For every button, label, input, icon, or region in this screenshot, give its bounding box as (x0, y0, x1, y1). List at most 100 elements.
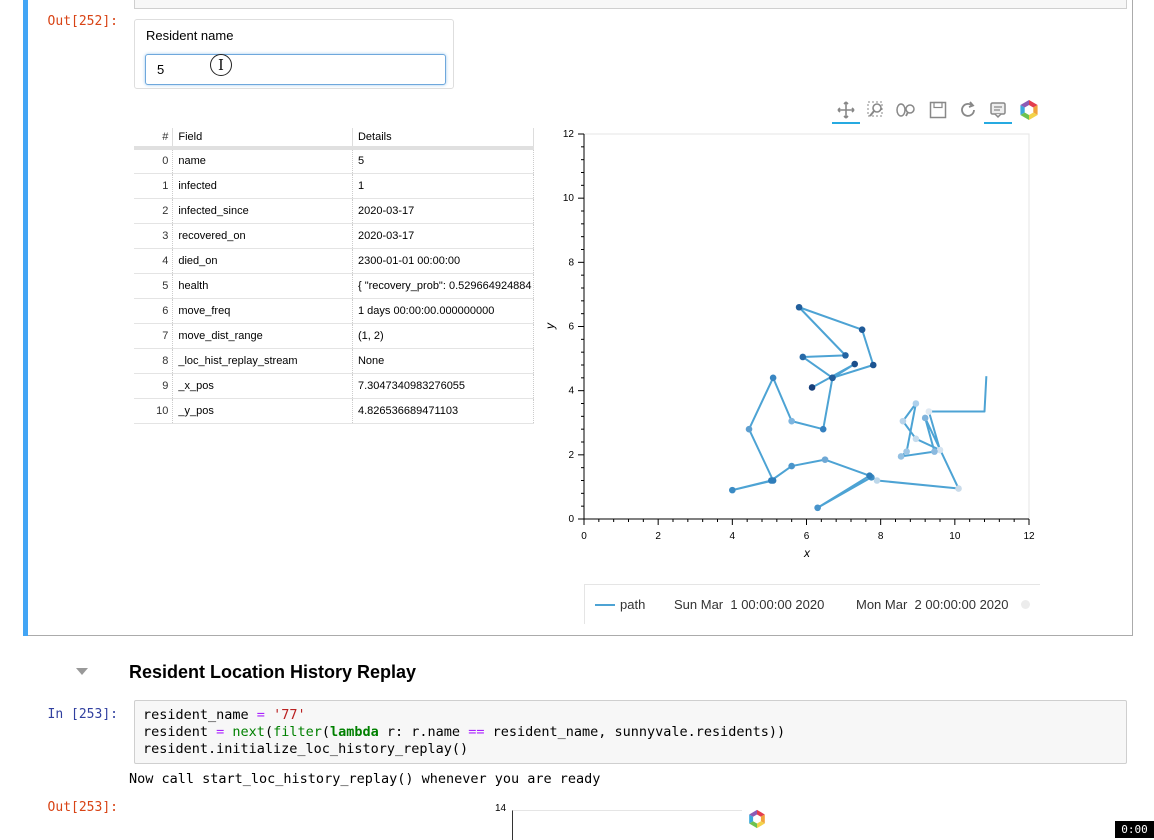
row-details: 7.3047340983276055 (352, 373, 535, 399)
path-point[interactable] (869, 361, 877, 369)
legend-item-path[interactable]: path (620, 597, 646, 612)
legend-item-time-2[interactable]: Mon Mar 2 00:00:00 2020 (856, 597, 1009, 612)
row-index: 1 (134, 173, 174, 199)
column-header-details[interactable]: Details (352, 128, 535, 150)
path-point[interactable] (851, 360, 859, 368)
code-token: next (224, 724, 265, 740)
code-token: ( (264, 724, 274, 740)
row-details: (1, 2) (352, 323, 535, 349)
path-point[interactable] (819, 425, 827, 433)
row-field: move_dist_range (172, 323, 353, 349)
plot-frame (583, 133, 1030, 520)
reset-tool-button[interactable] (954, 96, 982, 124)
resident-name-input[interactable] (145, 54, 446, 85)
save-tool-button[interactable] (924, 96, 952, 124)
row-index: 2 (134, 198, 174, 224)
legend-line-swatch (595, 604, 615, 606)
path-point[interactable] (788, 462, 795, 470)
resident-name-widget: Resident name (134, 19, 454, 89)
path-point[interactable] (912, 400, 920, 407)
x-tick-label: 10 (949, 531, 961, 542)
plot-toolbar (830, 96, 1045, 124)
path-point[interactable] (899, 417, 907, 425)
path-point[interactable] (799, 353, 807, 361)
code-token: resident (143, 724, 217, 740)
path-point[interactable] (821, 456, 829, 463)
collapse-caret-icon[interactable] (76, 668, 88, 675)
row-details: 2020-03-17 (352, 223, 535, 249)
box-zoom-tool-button[interactable] (862, 96, 890, 124)
table-row[interactable]: 6 move_freq 1 days 00:00:00.000000000 (134, 298, 535, 324)
bokeh-logo-icon[interactable] (747, 809, 767, 829)
table-row[interactable]: 2 infected_since 2020-03-17 (134, 198, 535, 224)
table-row[interactable]: 4 died_on 2300-01-01 00:00:00 (134, 248, 535, 274)
out-prompt-252: Out[252]: (47, 14, 118, 29)
code-token: lambda (330, 724, 379, 740)
reset-icon (961, 101, 975, 117)
table-row[interactable]: 8 _loc_hist_replay_stream None (134, 348, 535, 374)
row-field: died_on (172, 248, 353, 274)
box-zoom-icon (867, 101, 883, 117)
y-tick-label: 10 (563, 193, 575, 204)
x-tick-label: 8 (878, 531, 884, 542)
path-point[interactable] (912, 435, 920, 443)
path-point[interactable] (795, 303, 803, 311)
path-point[interactable] (814, 504, 821, 512)
path-point[interactable] (829, 374, 836, 382)
path-point[interactable] (921, 414, 929, 422)
column-header-index[interactable]: # (134, 128, 174, 150)
row-index: 7 (134, 323, 174, 349)
table-row[interactable]: 3 recovered_on 2020-03-17 (134, 223, 535, 249)
path-point[interactable] (788, 417, 795, 425)
table-row[interactable]: 9 _x_pos 7.3047340983276055 (134, 373, 535, 399)
table-header-row: # Field Details (134, 128, 535, 150)
table-row[interactable]: 1 infected 1 (134, 173, 535, 199)
path-point[interactable] (903, 448, 910, 455)
hover-tool-button[interactable] (984, 96, 1012, 124)
path-point[interactable] (931, 448, 938, 455)
code-token: r: r.name (378, 724, 469, 740)
path-chart[interactable]: 0 2 4 6 8 10 12 0 2 4 6 8 10 12 x y (540, 125, 1050, 565)
code-editor[interactable]: resident_name = '77' resident = next(fil… (134, 700, 1127, 764)
y-tick-label: 4 (568, 386, 574, 397)
wheel-zoom-tool-button[interactable] (892, 96, 920, 124)
table-row[interactable]: 7 move_dist_range (1, 2) (134, 323, 535, 349)
row-field: health (172, 273, 353, 299)
bokeh-logo-icon (1020, 100, 1038, 120)
legend-item-time-1[interactable]: Sun Mar 1 00:00:00 2020 (674, 597, 825, 612)
mini-chart-axis (512, 810, 742, 840)
path-point[interactable] (769, 477, 777, 484)
code-token: = (216, 724, 225, 740)
table-row[interactable]: 5 health{ "recovery_prob": 0.529664924884 (134, 273, 535, 299)
row-details: 4.826536689471103 (352, 398, 535, 424)
y-tick-label: 8 (568, 257, 574, 268)
path-point[interactable] (808, 384, 816, 391)
path-point[interactable] (873, 477, 881, 484)
table-row[interactable]: 10 _y_pos 4.826536689471103 (134, 398, 535, 424)
row-details: None (352, 348, 535, 374)
path-point[interactable] (769, 374, 777, 382)
x-tick-label: 0 (581, 531, 587, 542)
path-point[interactable] (858, 326, 866, 334)
code-token: = (256, 707, 265, 723)
save-icon (929, 101, 947, 119)
path-point[interactable] (925, 408, 933, 415)
path-point[interactable] (955, 485, 962, 492)
path-point[interactable] (842, 352, 849, 359)
path-point[interactable] (745, 425, 753, 433)
cell-selection-bar (23, 0, 28, 636)
path-point[interactable] (897, 453, 905, 460)
row-index: 5 (134, 273, 174, 299)
column-header-field[interactable]: Field (172, 128, 353, 150)
resident-details-table: # Field Details 0 name 5 1 infected 1 2 infecte… (134, 128, 535, 424)
table-row[interactable]: 0 name 5 (134, 148, 535, 174)
path-point[interactable] (729, 486, 736, 494)
row-index: 0 (134, 148, 174, 174)
resident-name-label: Resident name (146, 28, 234, 43)
path-point[interactable] (936, 446, 944, 454)
path-series-line (731, 306, 988, 509)
bokeh-logo-link[interactable] (1015, 96, 1043, 124)
path-point[interactable] (866, 472, 873, 479)
row-index: 9 (134, 373, 174, 399)
pan-tool-button[interactable] (832, 96, 860, 124)
